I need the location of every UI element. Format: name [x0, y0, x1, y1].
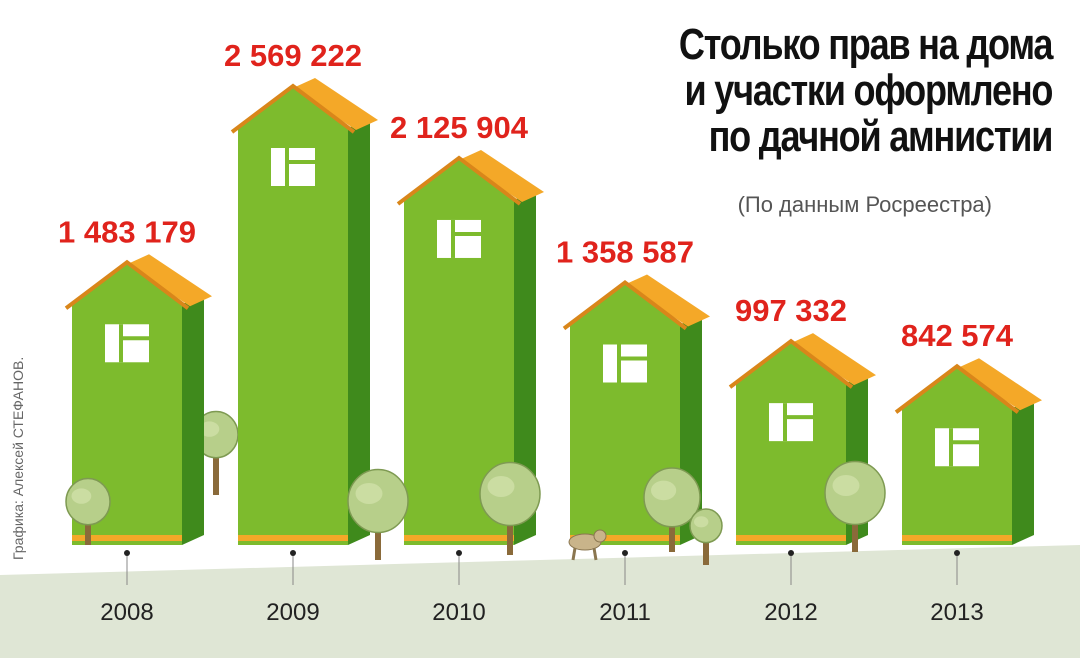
house-side — [348, 118, 370, 545]
x-tick-label: 2013 — [930, 599, 983, 626]
house-roof-edge — [728, 338, 854, 389]
year-marker-dot — [124, 550, 130, 556]
house-roof — [459, 149, 544, 202]
ground — [0, 545, 1080, 658]
tree — [479, 461, 541, 555]
house-foundation — [736, 535, 846, 541]
tree-highlight — [651, 480, 677, 501]
dog — [568, 529, 607, 561]
house-roof — [957, 358, 1042, 411]
tree-trunk — [375, 522, 381, 560]
x-tick-label: 2008 — [100, 599, 153, 626]
house-window — [105, 324, 149, 363]
x-tick-label: 2009 — [266, 599, 319, 626]
tree — [643, 467, 701, 552]
value-label: 1 358 587 — [556, 234, 694, 269]
x-tick-label: 2011 — [599, 599, 651, 626]
x-axis-tick-labels: 2008 2009 2010 2011 2012 2013 — [100, 599, 983, 626]
tree-highlight — [199, 421, 220, 437]
year-marker-dot — [622, 550, 628, 556]
house-side — [514, 189, 536, 546]
house-roof — [293, 78, 378, 130]
house-window — [603, 344, 647, 383]
year-marker-dot — [290, 550, 296, 556]
tree-trunk — [703, 537, 709, 565]
value-labels: 1 483 179 2 569 222 2 125 904 1 358 587 997 … — [58, 38, 1014, 353]
chart-title: Столько прав на дома и участки оформлено… — [678, 20, 1053, 161]
house-roof — [127, 254, 212, 307]
house-foundation — [902, 535, 1012, 541]
house-front — [404, 159, 514, 546]
tree-highlight — [487, 476, 515, 497]
house-bar — [64, 254, 212, 585]
tree — [193, 410, 239, 495]
house-roof-edge — [894, 363, 1020, 414]
house-window — [935, 428, 979, 467]
tree-trunk — [669, 517, 675, 552]
house-side — [182, 294, 204, 545]
tree-highlight — [832, 475, 860, 496]
house-roof-edge — [562, 279, 688, 331]
house-foundation — [404, 535, 514, 541]
value-label: 2 125 904 — [390, 110, 529, 145]
house-foundation — [72, 535, 182, 541]
tree — [65, 477, 111, 545]
tree-highlight — [694, 516, 709, 528]
graphics-credit: Графика: Алексей СТЕФАНОВ. — [10, 356, 26, 560]
dog-leg — [592, 547, 598, 561]
house-bars — [64, 78, 1042, 585]
house-window — [271, 148, 315, 186]
house-bar — [894, 358, 1042, 585]
title-line: по дачной амнистии — [708, 112, 1053, 161]
house-roof-edge — [396, 155, 522, 206]
tree — [689, 508, 723, 565]
tree-trunk — [852, 514, 858, 552]
house-side — [1012, 398, 1034, 545]
house-front — [736, 343, 846, 545]
value-label: 997 332 — [735, 293, 847, 328]
house-window — [769, 403, 813, 442]
value-label: 2 569 222 — [224, 38, 362, 73]
trees — [193, 410, 239, 495]
house-bar — [230, 78, 378, 585]
house-window — [437, 219, 481, 258]
house-foundation — [238, 535, 348, 541]
house-roof-edge — [230, 83, 356, 134]
dog-head — [593, 529, 607, 543]
x-tick-label: 2012 — [764, 599, 817, 626]
year-marker-dot — [456, 550, 462, 556]
dog-leg — [571, 547, 577, 561]
tree-highlight — [355, 483, 383, 504]
tree-trunk — [85, 517, 91, 545]
tree — [824, 460, 886, 552]
house-front — [238, 88, 348, 545]
chart-subtitle: (По данным Росреестра) — [737, 192, 992, 217]
trees-front — [65, 460, 886, 565]
title-line: и участки оформлено — [684, 66, 1053, 115]
value-label: 1 483 179 — [58, 214, 196, 249]
tree-highlight — [71, 488, 92, 504]
x-tick-label: 2010 — [432, 599, 485, 626]
tree-trunk — [213, 450, 219, 495]
year-marker-dot — [954, 550, 960, 556]
value-label: 842 574 — [901, 318, 1014, 353]
house-foundation — [570, 535, 680, 541]
tree — [347, 468, 409, 560]
house-roof-edge — [64, 259, 190, 310]
title-line: Столько прав на дома — [678, 20, 1053, 69]
house-roof — [625, 274, 710, 327]
tree-trunk — [507, 515, 513, 555]
year-marker-dot — [788, 550, 794, 556]
ground-band — [0, 545, 1080, 658]
house-roof — [791, 333, 876, 386]
house-bar — [396, 149, 544, 585]
house-front — [72, 264, 182, 545]
